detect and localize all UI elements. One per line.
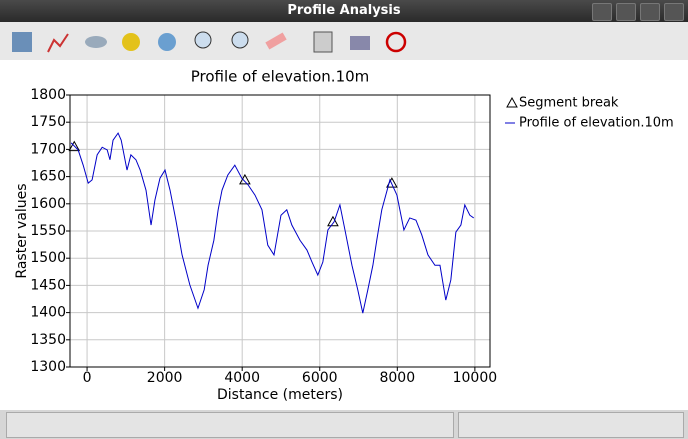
tool-icon[interactable] xyxy=(85,36,107,48)
chart: Profile of elevation.10m Distance (meter… xyxy=(0,60,688,410)
tool-icon[interactable] xyxy=(350,36,370,50)
x-tick-label: 10000 xyxy=(453,370,498,386)
y-tick-label: 1700 xyxy=(30,141,66,157)
y-tick-label: 1450 xyxy=(30,277,66,293)
window-title: Profile Analysis xyxy=(287,3,401,18)
tool-icon[interactable] xyxy=(265,32,287,50)
tool-icon[interactable] xyxy=(385,31,407,53)
window-button[interactable] xyxy=(616,3,636,21)
tool-icon[interactable] xyxy=(12,32,32,52)
window-button[interactable] xyxy=(640,3,660,21)
legend-swatch xyxy=(506,96,518,108)
legend-label: Profile of elevation.10m xyxy=(519,116,674,131)
x-tick-label: 0 xyxy=(83,370,92,386)
tool-icon[interactable] xyxy=(47,33,69,53)
y-tick-label: 1650 xyxy=(30,169,66,185)
y-tick-label: 1400 xyxy=(30,305,66,321)
x-axis-label: Distance (meters) xyxy=(217,387,343,403)
y-tick-label: 1750 xyxy=(30,114,66,130)
plot-frame xyxy=(69,94,491,368)
tool-icon[interactable] xyxy=(194,31,212,49)
toolbar-icons xyxy=(12,31,407,53)
segment-break xyxy=(68,140,81,152)
profile-line xyxy=(70,132,474,314)
x-tick-label: 6000 xyxy=(302,370,338,386)
window-button[interactable] xyxy=(592,3,612,21)
x-tick-label: 8000 xyxy=(379,370,415,386)
y-tick-label: 1500 xyxy=(30,250,66,266)
x-tick-label: 2000 xyxy=(147,370,183,386)
title-bar: Profile Analysis xyxy=(0,0,688,22)
segment-break xyxy=(327,215,339,227)
window-button[interactable] xyxy=(664,3,684,21)
y-tick-label: 1350 xyxy=(30,332,66,348)
y-tick-label: 1800 xyxy=(30,87,66,103)
status-field xyxy=(458,412,684,438)
y-tick-label: 1550 xyxy=(30,223,66,239)
legend-label: Segment break xyxy=(519,96,619,111)
tool-icon[interactable] xyxy=(122,33,140,51)
status-bar xyxy=(0,410,688,439)
y-tick-label: 1300 xyxy=(30,359,66,375)
x-tick-label: 4000 xyxy=(224,370,260,386)
status-field xyxy=(6,412,454,438)
tool-icon[interactable] xyxy=(231,31,249,49)
tool-icon[interactable] xyxy=(158,33,176,51)
tool-icon[interactable] xyxy=(313,31,333,53)
y-axis-label: Raster values xyxy=(14,183,30,278)
y-tick-label: 1600 xyxy=(30,196,66,212)
chart-title: Profile of elevation.10m xyxy=(191,68,370,86)
toolbar xyxy=(0,22,688,60)
